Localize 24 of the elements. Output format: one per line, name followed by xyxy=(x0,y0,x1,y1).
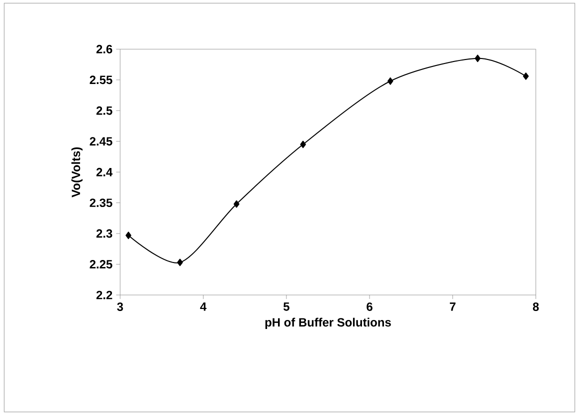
y-tick-label: 2.6 xyxy=(96,44,112,54)
y-tick-label: 2.3 xyxy=(96,229,112,238)
y-tick-label: 2.2 xyxy=(96,290,112,300)
point xyxy=(126,232,132,240)
point xyxy=(300,140,306,148)
point xyxy=(522,72,529,80)
x-tick-label: 5 xyxy=(283,302,290,311)
x-tick-label: 4 xyxy=(200,302,207,311)
y-tick-label: 2.45 xyxy=(90,137,112,146)
point xyxy=(474,54,481,62)
point xyxy=(234,200,240,208)
y-axis-title: Vo(Volts) xyxy=(71,147,83,198)
x-axis-title: pH of Buffer Solutions xyxy=(265,318,391,329)
x-tick-label: 8 xyxy=(532,302,539,311)
y-tick-label: 2.55 xyxy=(90,76,112,84)
y-tick-label: 2.5 xyxy=(96,106,112,115)
y-tick-label: 2.25 xyxy=(90,260,112,268)
x-tick-label: 3 xyxy=(117,302,124,311)
x-tick-label: 7 xyxy=(450,302,456,311)
y-tick-label: 2.4 xyxy=(96,168,113,176)
y-tick-label: 2.35 xyxy=(90,198,112,207)
point xyxy=(387,77,394,85)
x-tick-label: 6 xyxy=(366,302,372,311)
point xyxy=(177,258,183,266)
